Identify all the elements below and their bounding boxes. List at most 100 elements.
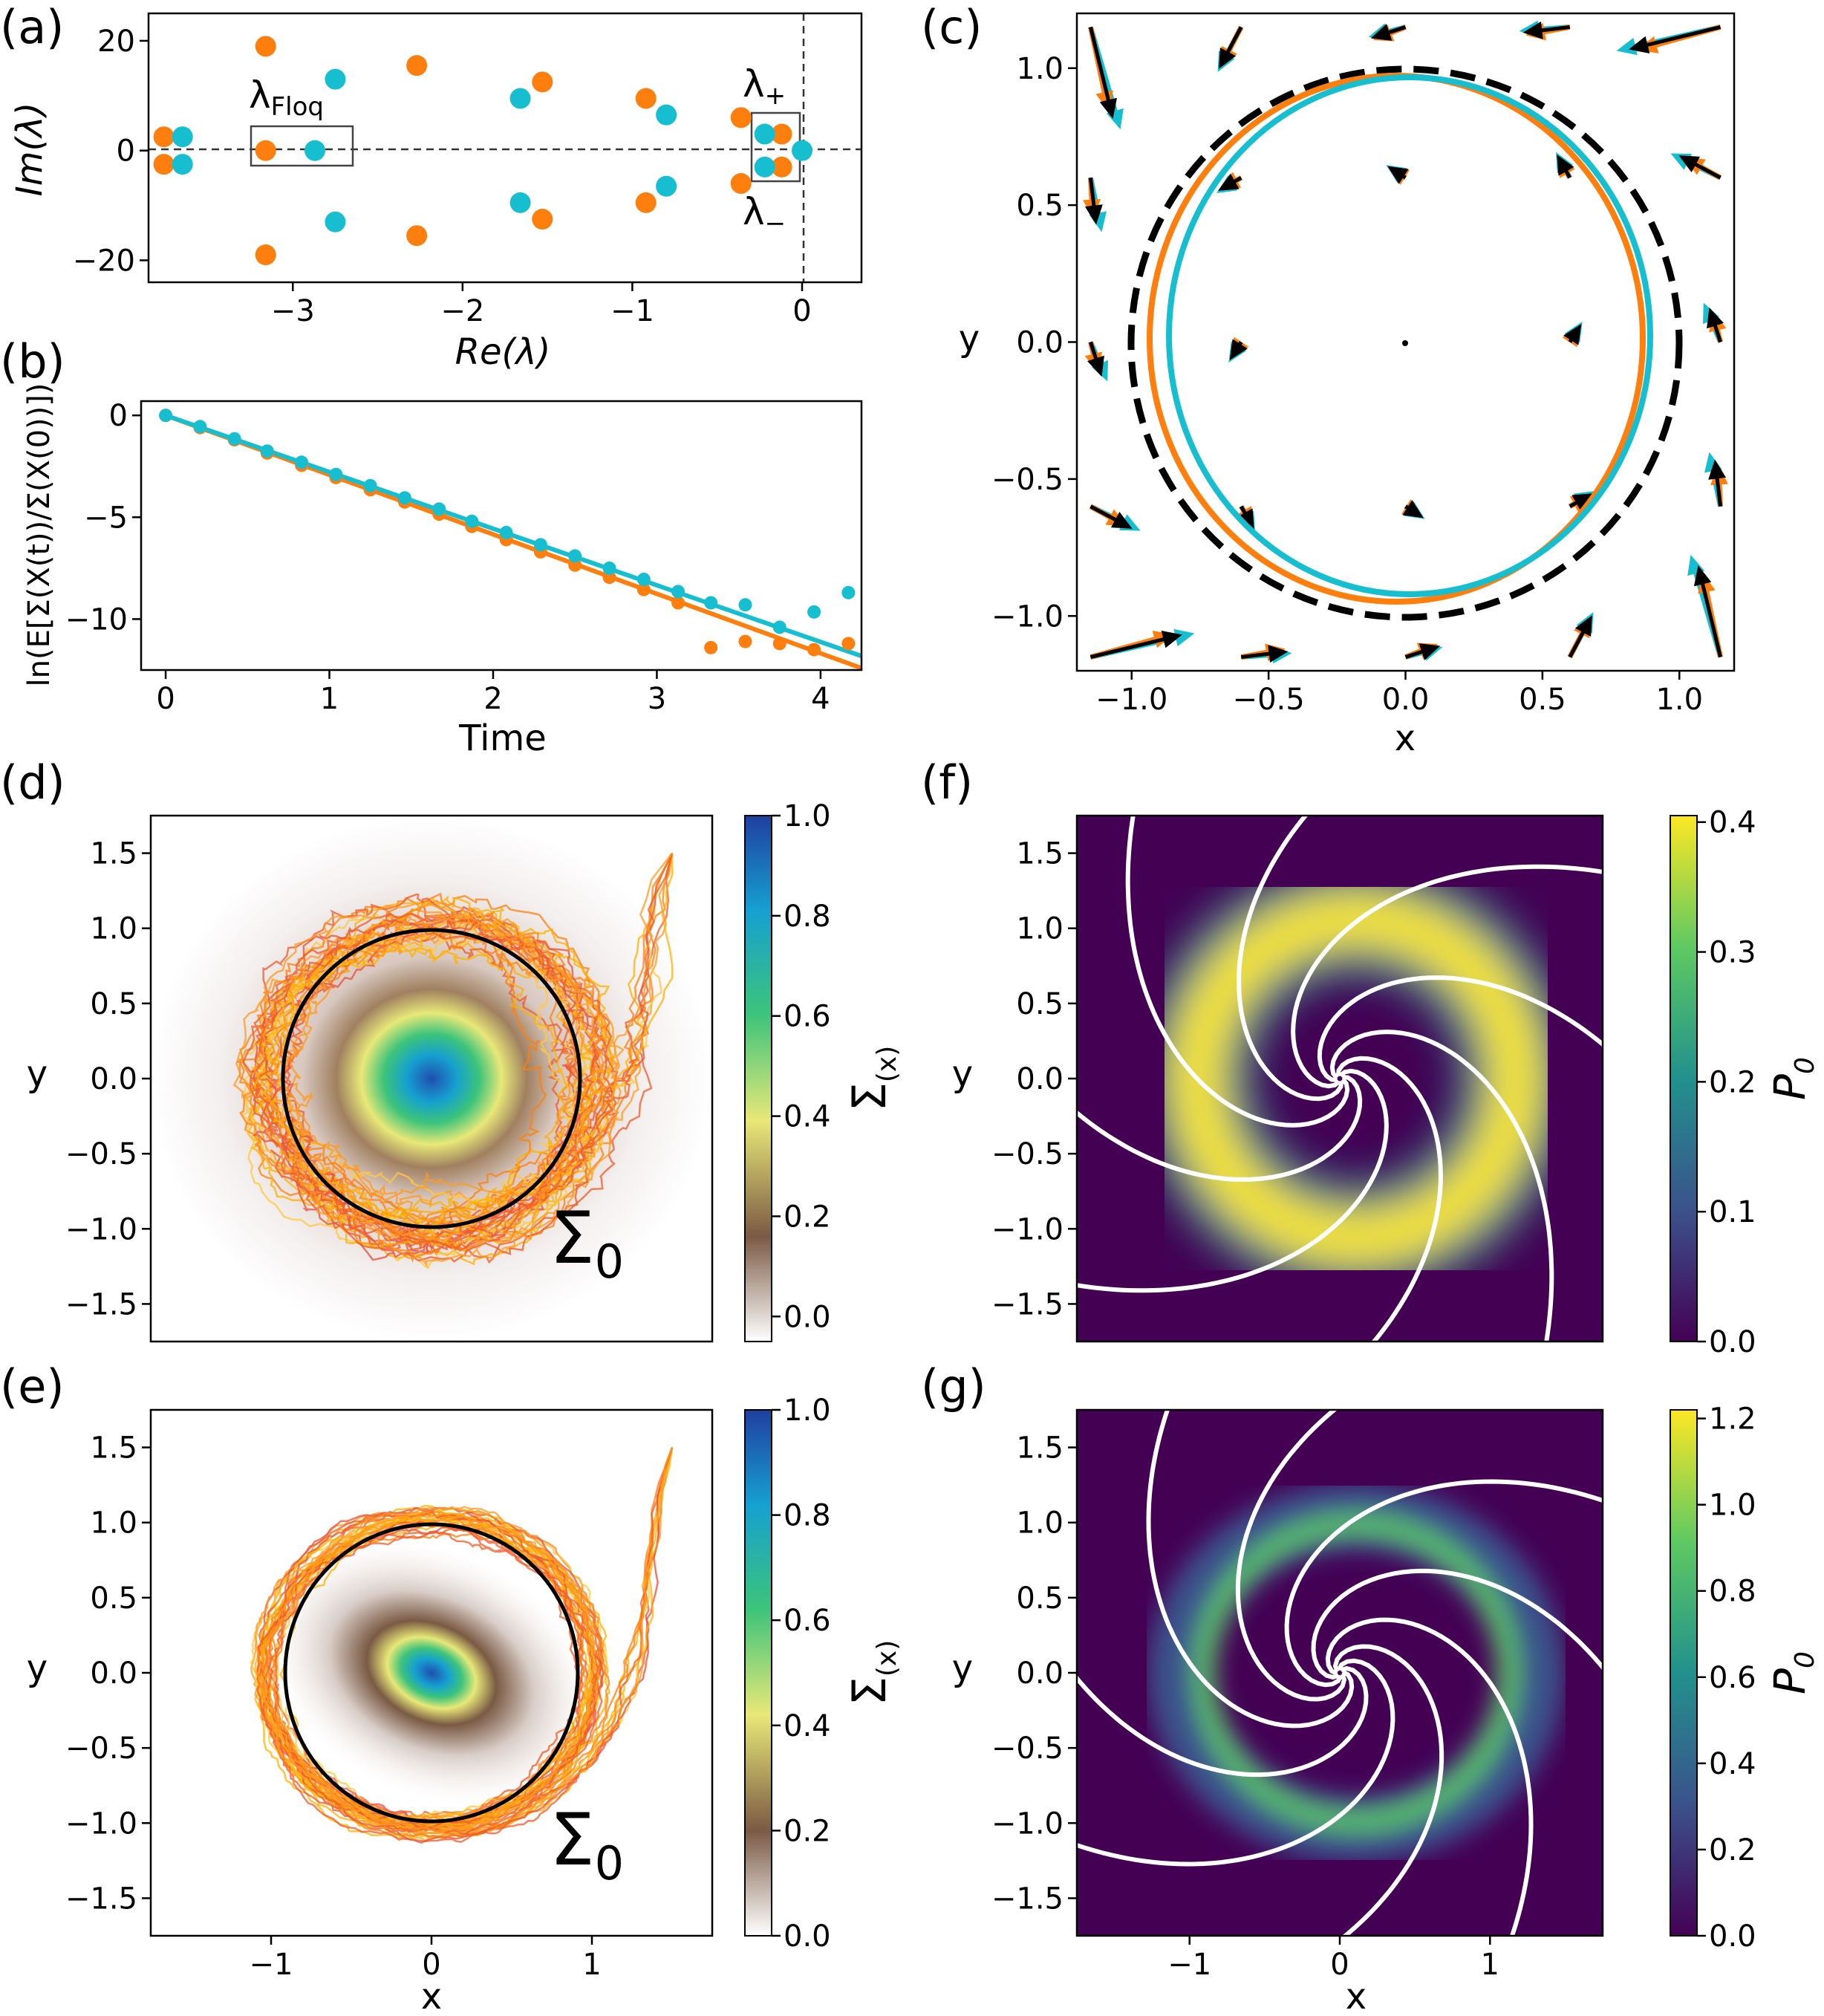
colorbar-e	[744, 1409, 772, 1937]
x-tick-label: 1	[320, 682, 339, 716]
panel-f-p0: 1.51.00.50.0−0.5−1.0−1.5 y 0.40.30.20.10…	[952, 806, 1820, 1359]
y-tick-label: −0.5	[991, 463, 1064, 497]
orange-data-point	[568, 558, 582, 572]
black-vector-arrow-head	[1099, 97, 1118, 119]
colorbar-g	[1670, 1409, 1698, 1937]
cyan-eigenvalue-point	[172, 126, 193, 148]
panel-c-limit-cycle: −1.0 −0.5 0.0 0.5 1.0 1.0 0.5 0.0 −0.5 −1.0 x y	[959, 12, 1736, 759]
y-tick-label: −1.0	[991, 1807, 1064, 1841]
panel-b-plot	[159, 409, 861, 670]
isochron-line	[1325, 1617, 1534, 1936]
cyan-data-point	[738, 598, 752, 612]
panel-labels: (a) (b) (c) (d) (e) (f) (g)	[0, 0, 986, 1414]
black-vector-arrow	[1639, 25, 1722, 49]
unit-circle-dashed	[1127, 65, 1683, 621]
orange-eigenvalue-point	[255, 140, 276, 161]
trajectory	[232, 852, 673, 1269]
x-tick-label: 0.0	[1382, 683, 1430, 717]
colorbar-tick-label: 0.6	[1709, 1661, 1756, 1695]
orange-data-point	[602, 570, 616, 585]
y-tick-label: 1.5	[1016, 1431, 1064, 1466]
y-tick-label: −1.0	[991, 599, 1064, 634]
y-tick-label: 0.5	[1016, 189, 1064, 223]
orange-eigenvalue-point	[532, 71, 553, 93]
cyan-data-point	[465, 514, 479, 528]
isochron-line	[1284, 1479, 1603, 1688]
y-tick-label: −0.5	[991, 1732, 1064, 1766]
orange-eigenvalue-point	[771, 123, 792, 145]
cyan-data-point	[772, 620, 786, 634]
cyan-eigenvalue-point	[656, 104, 677, 126]
cyan-data-point	[193, 420, 207, 434]
orange-eigenvalue-point	[771, 156, 792, 178]
orange-eigenvalue-point	[635, 88, 657, 109]
black-vector-arrow-head	[1629, 36, 1650, 54]
black-vector-arrow-head	[1370, 24, 1393, 41]
cyan-data-point	[397, 491, 411, 505]
cyan-data-point	[432, 502, 446, 516]
y-tick-label: −1.0	[991, 1212, 1064, 1246]
colorbar-tick-label: 0.0	[1709, 1325, 1756, 1359]
panel-b-frame	[140, 400, 863, 672]
isochron-line	[1077, 1665, 1369, 1778]
panel-e-ylabel: y	[27, 1648, 48, 1689]
orange-data-point	[841, 637, 856, 651]
y-tick-label: −5	[84, 501, 128, 535]
y-tick-label: −1.5	[65, 1882, 137, 1916]
orange-eigenvalue-point	[532, 209, 553, 230]
cyan-data-point	[295, 455, 309, 469]
y-tick-label: 0.5	[1016, 1581, 1064, 1616]
cyan-data-point	[499, 525, 513, 539]
black-vector-arrow-head	[1693, 565, 1712, 587]
black-vector-arrow-head	[1087, 355, 1104, 377]
colorbar-d	[744, 815, 772, 1342]
panel-label-a: (a)	[0, 0, 64, 54]
isochron-line	[1077, 1074, 1363, 1182]
colorbar-tick-label: 0.4	[784, 1100, 831, 1134]
isochron-line	[1077, 1658, 1395, 1867]
cyan-eigenvalue-point	[754, 123, 775, 145]
x-tick-label: −0.5	[1233, 683, 1305, 717]
floq-annotation: λFloq	[249, 74, 324, 122]
colorbar-tick-label: 0.2	[1709, 1833, 1756, 1867]
isochron-line	[1329, 1030, 1554, 1342]
colorbar-f-label: P0	[1765, 1057, 1820, 1100]
panel-label-d: (d)	[0, 755, 65, 810]
colorbar-tick-label: 0.8	[784, 900, 831, 934]
panel-a-ylabel: Im(λ)	[9, 103, 51, 197]
black-vector-arrow	[1698, 576, 1722, 658]
black-vector-arrow-head	[1084, 204, 1103, 225]
y-tick-label: 1.0	[1016, 1506, 1064, 1541]
colorbar-g-label: P0	[1765, 1651, 1820, 1694]
sigma0-isochron-d	[281, 928, 582, 1229]
x-tick-label: 3	[648, 682, 666, 716]
colorbar-tick-label: 0.4	[1709, 1747, 1756, 1781]
colorbar-tick-label: 0.0	[1709, 1919, 1756, 1954]
panel-label-f: (f)	[921, 755, 973, 810]
cyan-vector-arrow-head	[1616, 37, 1638, 56]
x-tick-label: −1	[250, 1948, 293, 1982]
y-tick-label: 1.0	[90, 1506, 137, 1541]
colorbar-tick-label: 0.1	[1709, 1195, 1756, 1229]
y-tick-label: −10	[65, 602, 128, 637]
panel-a-axes: −3 −2 −1 0 20 0 −20	[73, 25, 812, 328]
lambda-minus-annotation: λ−	[743, 190, 786, 238]
panel-g-p0: −1 0 1 1.5 1.0 0.5 0.0 −0.5 −1.0 −1.5 x y 1.2 1.0 0…	[952, 1402, 1820, 2016]
black-vector-arrow-head	[1419, 643, 1441, 660]
stochastic-trajectories-d	[232, 852, 674, 1269]
x-tick-label: 0	[1330, 1948, 1349, 1982]
colorbar-e-label: Σ(x)	[842, 1640, 902, 1706]
panel-e-sigma: −1 0 11.51.00.50.0−0.5−1.0−1.5 Σ0 x y 1.00…	[27, 1394, 902, 2016]
orange-data-point	[704, 640, 718, 654]
isochron-line	[1335, 1056, 1443, 1342]
black-vector-arrow-head	[1678, 155, 1700, 173]
y-tick-label: 0	[109, 399, 128, 433]
black-vector-arrow-head	[1563, 324, 1582, 345]
panel-label-g: (g)	[921, 1359, 986, 1414]
colorbar-tick-label: 0.3	[1709, 936, 1756, 970]
y-tick-label: 0.5	[90, 1581, 137, 1616]
orange-eigenvalue-point	[730, 107, 752, 129]
x-tick-label: 2	[483, 682, 502, 716]
orange-data-point	[772, 637, 786, 651]
